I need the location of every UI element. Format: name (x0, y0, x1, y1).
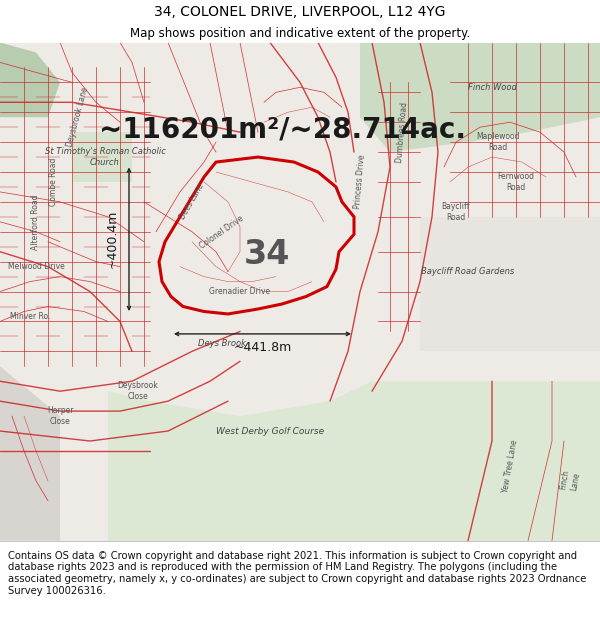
Text: Contains OS data © Crown copyright and database right 2021. This information is : Contains OS data © Crown copyright and d… (8, 551, 586, 596)
Polygon shape (72, 132, 132, 182)
Text: Dees Lane: Dees Lane (178, 182, 206, 221)
Text: Deysbrook Lane: Deysbrook Lane (65, 86, 91, 148)
Text: Grenadier Drive: Grenadier Drive (209, 287, 271, 296)
Text: Baycliff
Road: Baycliff Road (442, 202, 470, 221)
Text: Combe Road: Combe Road (49, 158, 59, 206)
Text: 34, COLONEL DRIVE, LIVERPOOL, L12 4YG: 34, COLONEL DRIVE, LIVERPOOL, L12 4YG (154, 5, 446, 19)
Text: Alterford Road: Alterford Road (32, 194, 41, 249)
Polygon shape (0, 42, 60, 118)
Text: Baycliff Road Gardens: Baycliff Road Gardens (421, 267, 515, 276)
Text: ~441.8m: ~441.8m (233, 341, 292, 354)
Text: Melwood Drive: Melwood Drive (8, 262, 64, 271)
Text: ~116201m²/~28.714ac.: ~116201m²/~28.714ac. (98, 116, 466, 144)
Text: St Timothy's Roman Catholic
Church: St Timothy's Roman Catholic Church (44, 148, 166, 167)
Text: Yew Tree Lane: Yew Tree Lane (501, 439, 519, 493)
Text: Map shows position and indicative extent of the property.: Map shows position and indicative extent… (130, 27, 470, 39)
Text: Maplewood
Road: Maplewood Road (476, 132, 520, 152)
Text: Colonel Drive: Colonel Drive (199, 213, 245, 250)
Polygon shape (0, 366, 60, 541)
Text: Finch
Lane: Finch Lane (559, 469, 581, 492)
Polygon shape (108, 381, 600, 541)
Text: Dumbrees Road: Dumbrees Road (395, 101, 409, 163)
Text: Harper
Close: Harper Close (47, 406, 73, 426)
Text: ~400.4m: ~400.4m (106, 210, 119, 269)
Polygon shape (420, 217, 600, 351)
Text: West Derby Golf Course: West Derby Golf Course (216, 426, 324, 436)
Polygon shape (360, 42, 600, 152)
Text: Minver Ro.: Minver Ro. (10, 312, 50, 321)
Text: Deys Brook: Deys Brook (198, 339, 246, 348)
Text: 34: 34 (244, 238, 290, 271)
Text: Finch Wood: Finch Wood (467, 83, 517, 92)
Text: Deysbrook
Close: Deysbrook Close (118, 381, 158, 401)
Text: Princess Drive: Princess Drive (353, 154, 367, 209)
Text: Fernwood
Road: Fernwood Road (497, 173, 535, 192)
